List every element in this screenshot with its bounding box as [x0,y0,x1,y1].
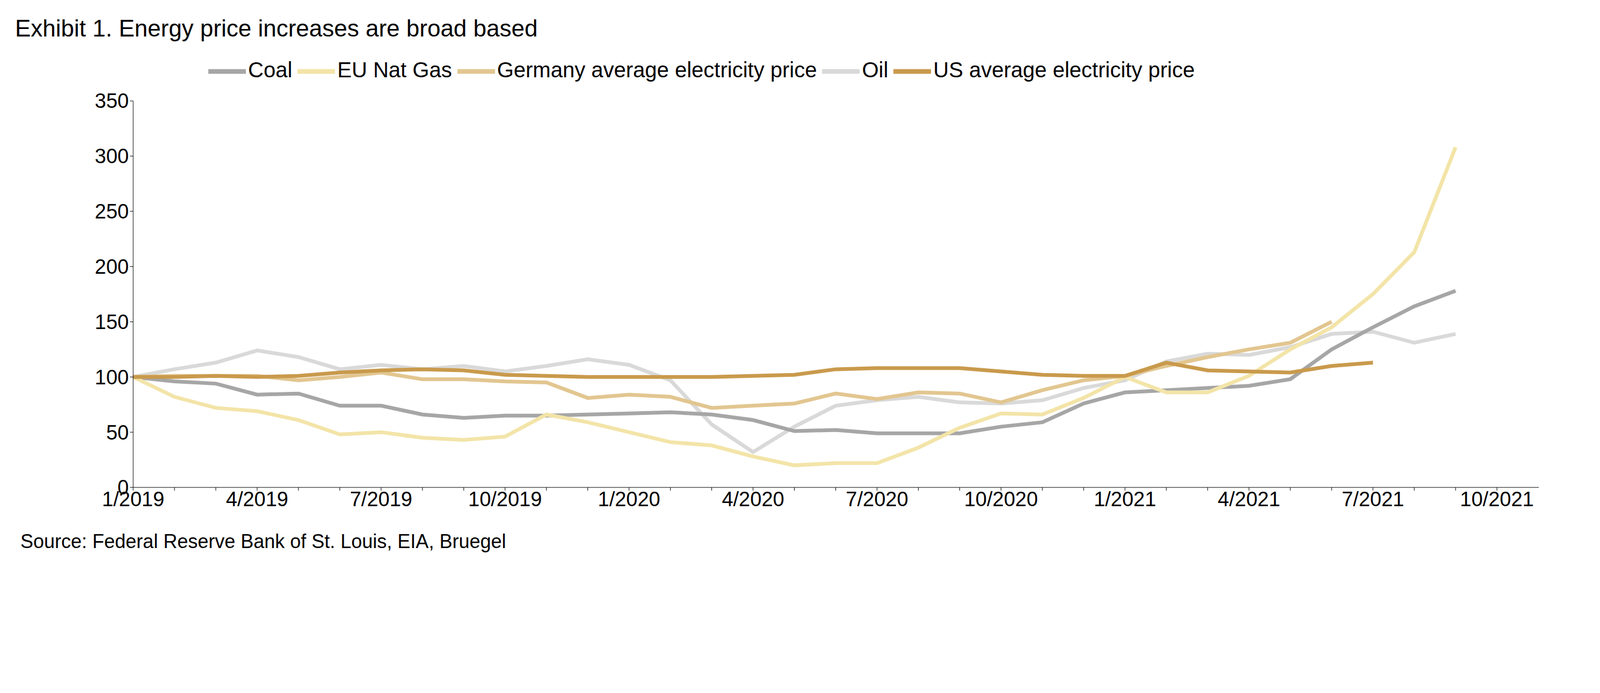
html-text:Exhibit 1. Energy price increa: Exhibit 1. Energy price increases are br… [15,15,538,42]
html-text:US average electricity price: US average electricity price [933,57,1195,82]
svg-text:250: 250 [95,200,129,223]
html-text:Germany average electricity pr: Germany average electricity price [497,57,817,82]
svg-text:7/2021: 7/2021 [1341,488,1405,511]
svg-text:10/2020: 10/2020 [964,488,1038,511]
html-text:Coal: Coal [248,57,293,82]
svg-text:200: 200 [95,255,129,279]
svg-text:0: 0 [117,476,129,499]
html-text:EU Nat Gas: EU Nat Gas [337,57,452,82]
svg-text:350: 350 [95,89,129,113]
svg-text:10/2021: 10/2021 [1459,488,1534,511]
svg-text:1/2020: 1/2020 [598,488,661,511]
svg-text:4/2019: 4/2019 [226,488,289,511]
html-text:Source: Federal Reserve Bank o: Source: Federal Reserve Bank of St. Loui… [20,530,507,553]
svg-text:50: 50 [106,421,129,445]
svg-text:100: 100 [95,366,129,389]
svg-text:300: 300 [95,144,129,168]
svg-text:4/2021: 4/2021 [1217,488,1280,511]
svg-text:7/2020: 7/2020 [845,488,908,511]
svg-text:4/2020: 4/2020 [721,488,784,511]
svg-text:7/2019: 7/2019 [350,488,413,511]
svg-text:1/2021: 1/2021 [1093,488,1156,511]
svg-text:150: 150 [95,310,129,334]
svg-text:1/2019: 1/2019 [102,488,165,511]
svg-text:10/2019: 10/2019 [468,488,542,511]
html-text:Oil: Oil [862,57,889,82]
